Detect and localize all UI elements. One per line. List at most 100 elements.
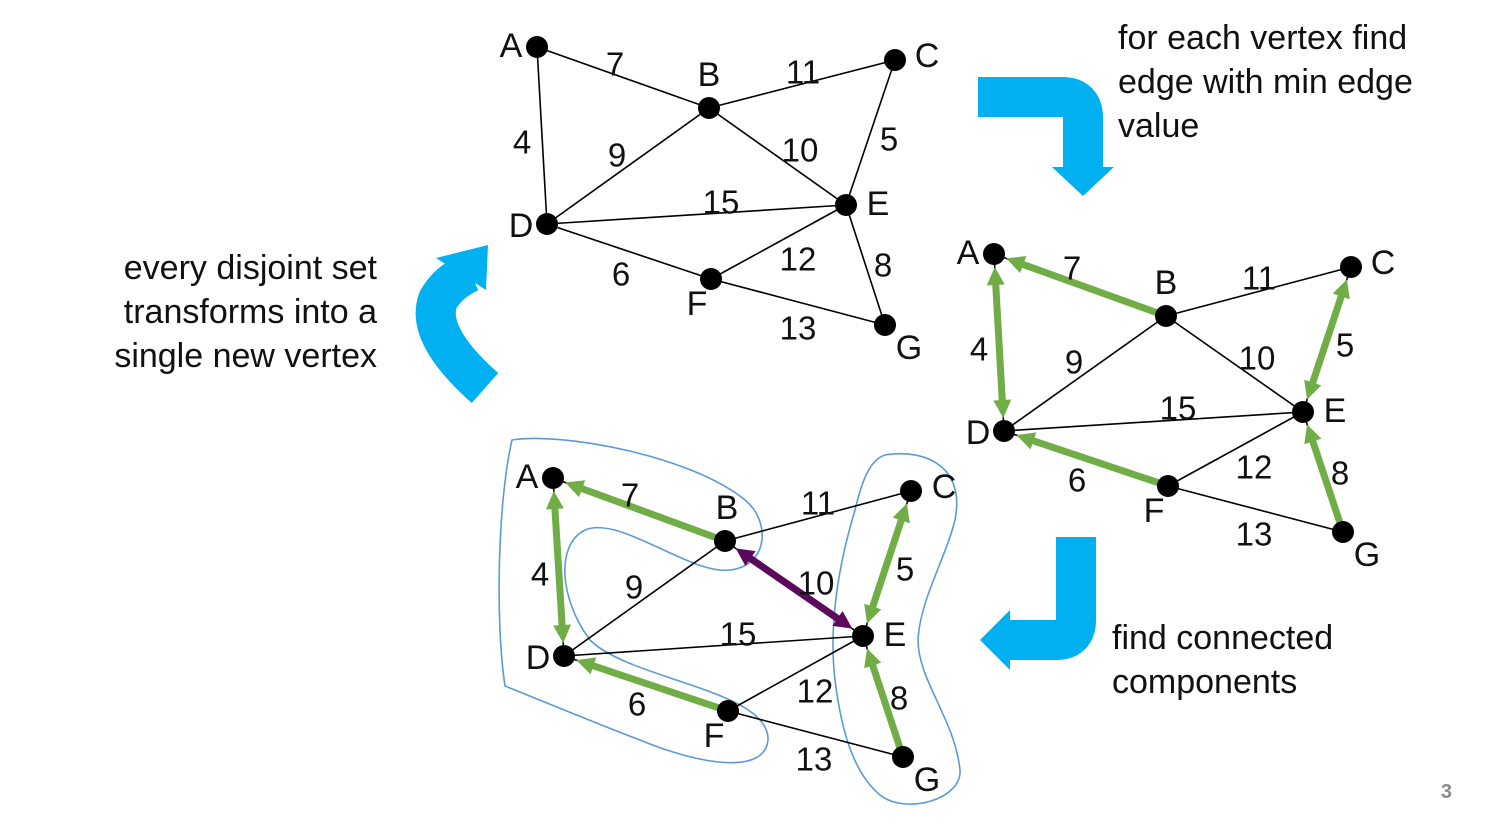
vertex-label-E: E — [884, 616, 907, 654]
vertex-label-F: F — [687, 285, 708, 323]
vertex-A — [526, 36, 548, 58]
vertex-E — [852, 625, 874, 647]
min-edge-arrow-A-D-shaft — [551, 506, 566, 628]
min-edge-arrow-G-E-shaft — [868, 662, 904, 751]
caption-find-components: find connected components — [1112, 619, 1334, 701]
vertex-label-D: D — [966, 414, 991, 452]
edge-weight-D-E: 15 — [1160, 390, 1197, 427]
edge-weight-C-E: 5 — [1336, 327, 1354, 364]
edge-D-F — [546, 223, 712, 280]
edge-weight-D-F: 6 — [1068, 462, 1086, 499]
edge-weight-C-E: 5 — [880, 121, 898, 158]
edge-weight-B-C: 11 — [786, 54, 820, 91]
edge-weight-D-E: 15 — [720, 616, 757, 653]
edge-weight-B-D: 9 — [608, 137, 626, 174]
vertex-label-G: G — [914, 761, 940, 799]
vertex-G — [1332, 521, 1354, 543]
vertex-label-A: A — [957, 234, 980, 272]
edge-B-C — [724, 490, 912, 542]
edge-B-E — [708, 107, 847, 206]
edge-weight-A-D: 4 — [531, 556, 549, 593]
component-outlines — [498, 437, 961, 805]
edge-weight-E-F: 12 — [1236, 449, 1273, 486]
edge-B-C — [1165, 266, 1352, 317]
vertex-G — [892, 746, 914, 768]
edge-weight-D-E: 15 — [703, 184, 740, 221]
vertex-C — [900, 480, 922, 502]
edge-weight-F-G: 13 — [1236, 516, 1273, 553]
edge-B-D — [546, 107, 710, 225]
vertex-label-F: F — [1144, 492, 1165, 530]
edge-weight-B-C: 11 — [1242, 260, 1276, 297]
merge-arrow-B-E-head — [832, 611, 853, 629]
edge-weight-B-E: 10 — [798, 565, 835, 602]
edge-weight-E-G: 8 — [1331, 455, 1349, 492]
vertex-D — [553, 645, 575, 667]
edge-F-G — [727, 710, 904, 758]
edge-weight-B-E: 10 — [1239, 340, 1276, 377]
vertex-D — [993, 420, 1015, 442]
min-edge-arrow-A-D-head — [553, 624, 572, 644]
graph-min-edges: 7 11 4 9 10 5 15 6 12 8 13 A B C D E F G — [957, 234, 1396, 574]
edge-weight-F-G: 13 — [796, 741, 833, 778]
min-edge-arrow-C-E-tail-head — [1332, 279, 1350, 300]
vertex-label-B: B — [1155, 264, 1178, 302]
graph-connected-components: 7 11 4 9 10 5 15 6 12 8 13 A B C D E F G — [516, 458, 957, 799]
edge-weight-E-G: 8 — [874, 247, 892, 284]
min-edge-arrow-F-D-head — [1016, 432, 1037, 450]
edge-weight-D-F: 6 — [628, 686, 646, 723]
edge-weight-A-D: 4 — [513, 124, 531, 161]
cycle-arrow-up-shaft — [415, 253, 499, 403]
vertex-label-G: G — [896, 329, 922, 367]
cycle-arrow-down-left-shaft — [1005, 537, 1096, 660]
page-number: 3 — [1440, 781, 1452, 803]
min-edge-arrow-A-D-tail-head — [545, 490, 564, 510]
edge-D-E — [546, 204, 847, 225]
min-edge-arrow-C-E-head — [1304, 379, 1322, 400]
edge-E-F — [727, 635, 864, 712]
edge-weight-E-F: 12 — [797, 673, 834, 710]
vertex-F — [1157, 475, 1179, 497]
edge-A-B — [536, 46, 710, 109]
vertex-label-B: B — [698, 56, 721, 94]
vertex-A — [983, 243, 1005, 265]
min-edge-arrow-A-D-head — [993, 399, 1012, 419]
edge-E-F — [710, 204, 847, 280]
caption-find-min-edge: for each vertex find edge with min edge … — [1118, 19, 1413, 145]
edge-B-E — [1165, 315, 1304, 413]
edge-weight-A-B: 7 — [1063, 250, 1081, 287]
edge-F-G — [1167, 485, 1344, 533]
cycle-arrows — [415, 77, 1114, 670]
cycle-arrow-down-left-head — [980, 610, 1010, 670]
vertex-C — [1340, 256, 1362, 278]
edge-F-G — [710, 278, 886, 326]
edge-weight-E-F: 12 — [780, 241, 817, 278]
edge-weight-C-E: 5 — [896, 551, 914, 588]
edge-B-D — [1003, 315, 1167, 432]
edge-weight-A-B: 7 — [621, 477, 639, 514]
edge-C-E — [845, 59, 896, 206]
vertex-label-F: F — [704, 717, 725, 755]
min-edge-arrow-B-A-shaft — [1020, 260, 1160, 317]
edge-weight-B-D: 9 — [625, 569, 643, 606]
vertex-A — [542, 467, 564, 489]
vertex-G — [874, 314, 896, 336]
vertex-D — [536, 213, 558, 235]
vertex-label-A: A — [516, 458, 539, 496]
merge-arrow-B-E-tail-head — [735, 548, 756, 566]
edge-weight-B-C: 11 — [801, 485, 835, 522]
vertex-label-D: D — [509, 207, 534, 245]
min-edge-arrow-B-A-head — [1006, 256, 1027, 273]
vertex-label-B: B — [716, 489, 739, 527]
merge-arrow-B-E-shaft — [746, 554, 842, 623]
vertex-B — [698, 97, 720, 119]
vertex-B — [714, 530, 736, 552]
vertex-label-E: E — [1324, 392, 1347, 430]
edge-E-F — [1167, 411, 1304, 487]
min-edge-arrow-F-D-head — [576, 657, 597, 675]
min-edge-arrow-F-D-shaft — [590, 661, 722, 712]
cycle-arrow-right-down-head — [1052, 167, 1114, 196]
min-edge-arrow-B-A-shaft — [579, 484, 719, 542]
vertex-label-C: C — [1371, 244, 1396, 282]
